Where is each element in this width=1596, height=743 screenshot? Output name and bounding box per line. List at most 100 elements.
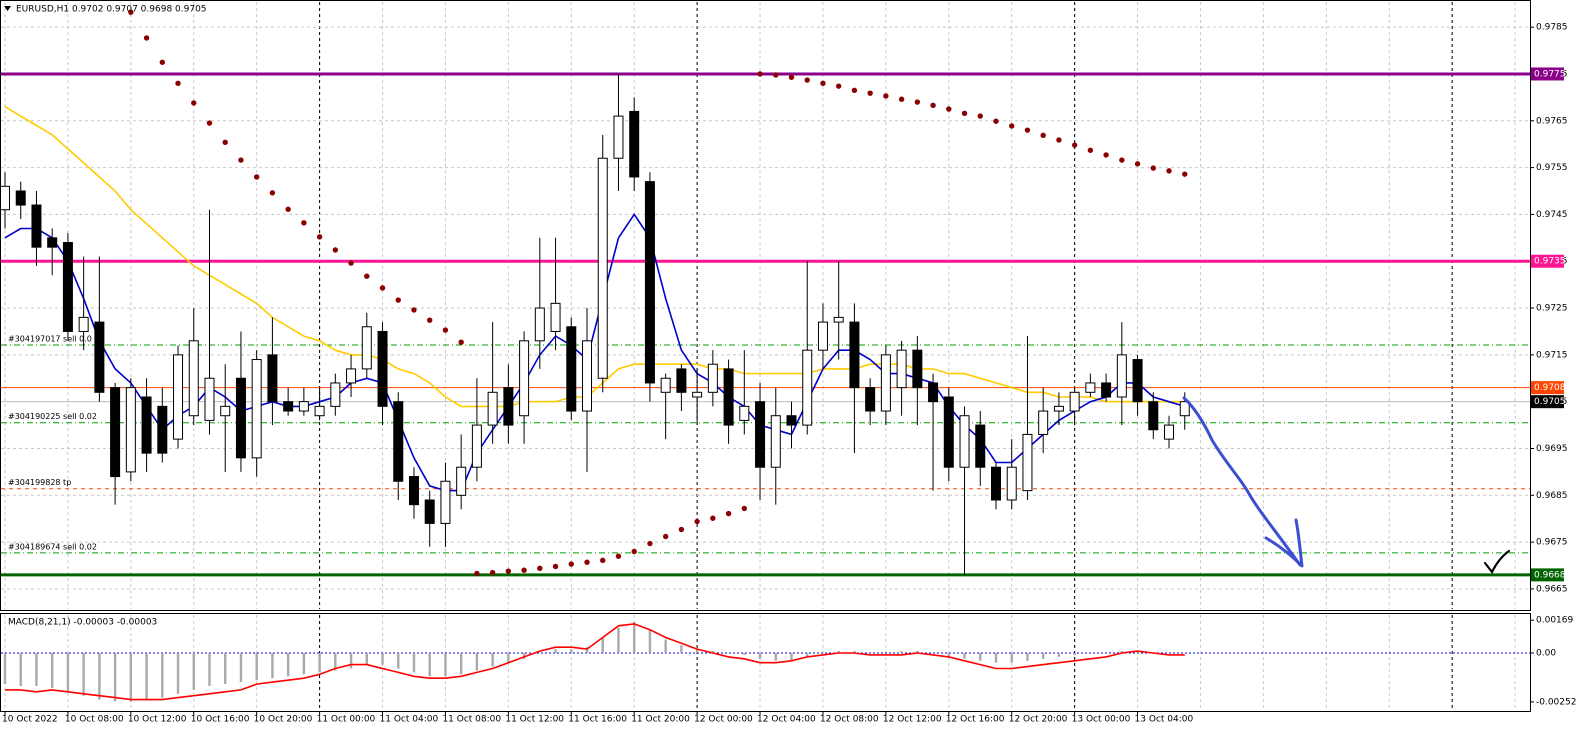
candle-body — [896, 349, 907, 389]
sar-dot — [773, 72, 779, 78]
sar-dot — [1182, 171, 1188, 177]
candle-body — [361, 326, 372, 370]
macd-bar — [633, 621, 636, 654]
macd-bar — [208, 653, 211, 686]
macd-bar — [19, 653, 22, 686]
candle-body — [707, 363, 718, 393]
candle-body — [487, 391, 498, 426]
sar-dot — [191, 100, 197, 106]
candle-body — [1164, 424, 1175, 440]
menu-icon — [4, 6, 11, 11]
candle-body — [629, 110, 640, 178]
macd-bar — [475, 653, 479, 671]
sar-dot — [584, 559, 590, 565]
macd-bar — [365, 653, 368, 665]
macd-bar — [1010, 653, 1013, 663]
candle-body — [235, 377, 246, 459]
macd-bar — [161, 653, 164, 698]
sar-dot — [1071, 142, 1078, 148]
y-tick-label: 0.9685 — [1536, 491, 1568, 501]
candle-body — [330, 382, 341, 407]
macd-bar — [853, 651, 856, 654]
y-tick-label: 0.00 — [1536, 649, 1556, 659]
candle-body — [692, 391, 703, 398]
sar-dot — [253, 174, 260, 180]
candle-body — [47, 237, 58, 248]
sar-dot — [332, 247, 339, 253]
sar-dot — [442, 327, 449, 333]
y-tick-label: -0.00252 — [1536, 697, 1576, 707]
macd-bar — [334, 653, 337, 671]
signal-line — [5, 623, 1185, 701]
sar-dot — [898, 96, 905, 102]
candle-body — [62, 242, 73, 332]
candle-body — [975, 424, 986, 468]
candle-body — [660, 377, 671, 393]
x-tick-label: 11 Oct 08:00 — [442, 715, 501, 725]
x-tick-label: 10 Oct 2022 — [2, 715, 58, 725]
candle-body — [157, 405, 168, 454]
candle-body — [1179, 401, 1190, 417]
candle-body — [676, 368, 687, 393]
candle-body — [739, 405, 750, 421]
macd-bar — [428, 653, 431, 677]
sar-dot — [615, 553, 622, 559]
sar-dot — [316, 234, 323, 240]
sar-dot — [678, 526, 685, 533]
sar-dot — [1166, 168, 1172, 174]
sar-dot — [395, 297, 401, 303]
candle-body — [534, 307, 545, 342]
macd-bar — [774, 653, 777, 661]
macd-bar — [570, 649, 573, 654]
candle-body — [283, 401, 294, 412]
price-label: 0.9708 — [1534, 383, 1566, 393]
candle-body — [723, 368, 734, 426]
candle-body — [880, 354, 891, 412]
candle-body — [786, 415, 797, 426]
candle-body — [928, 382, 939, 403]
macd-bar — [82, 653, 85, 696]
x-tick-label: 12 Oct 12:00 — [883, 715, 942, 725]
sar-dot — [1119, 157, 1125, 163]
sar-dot — [725, 510, 732, 517]
candle-body — [298, 401, 309, 412]
candle-body — [959, 415, 970, 468]
y-tick-label: 0.9765 — [1536, 116, 1568, 126]
x-tick-label: 11 Oct 00:00 — [317, 715, 376, 725]
macd-bar — [397, 653, 400, 669]
order-label: #304197017 sell 0.0 — [8, 335, 92, 344]
candle-body — [770, 415, 781, 468]
macd-bar — [664, 639, 667, 654]
candle-body — [94, 321, 105, 393]
sar-dot — [505, 568, 512, 574]
macd-bar — [743, 653, 746, 655]
x-tick-label: 11 Oct 16:00 — [568, 715, 627, 725]
price-label-box — [1531, 254, 1564, 268]
macd-bar — [979, 653, 982, 661]
macd-bar — [98, 653, 101, 700]
candle-body — [644, 181, 655, 384]
chart-title: EURUSD,H1 0.9702 0.9707 0.9698 0.9705 — [16, 5, 207, 15]
macd-bar — [806, 653, 809, 657]
candle-body — [1069, 391, 1080, 412]
y-tick-label: 0.00169 — [1536, 616, 1573, 626]
order-label: #304190225 sell 0.02 — [8, 412, 97, 421]
order-label: #304199828 tp — [8, 478, 71, 487]
sar-dot — [269, 190, 276, 196]
candle-body — [550, 302, 561, 332]
x-tick-label: 12 Oct 16:00 — [946, 715, 1005, 725]
sar-dot — [128, 9, 134, 15]
candle-body — [377, 330, 388, 407]
sar-dot — [1040, 132, 1046, 138]
sar-dot — [364, 273, 370, 279]
sar-dot — [537, 565, 543, 572]
sar-dot — [458, 339, 464, 345]
candle-body — [865, 387, 876, 412]
sar-dot — [835, 83, 842, 89]
candle-body — [1132, 359, 1143, 403]
order-label: #304189674 sell 0.02 — [8, 542, 97, 551]
drawn-arrow — [1182, 396, 1302, 567]
sar-dot — [1103, 152, 1109, 158]
sar-dot — [1087, 147, 1094, 153]
